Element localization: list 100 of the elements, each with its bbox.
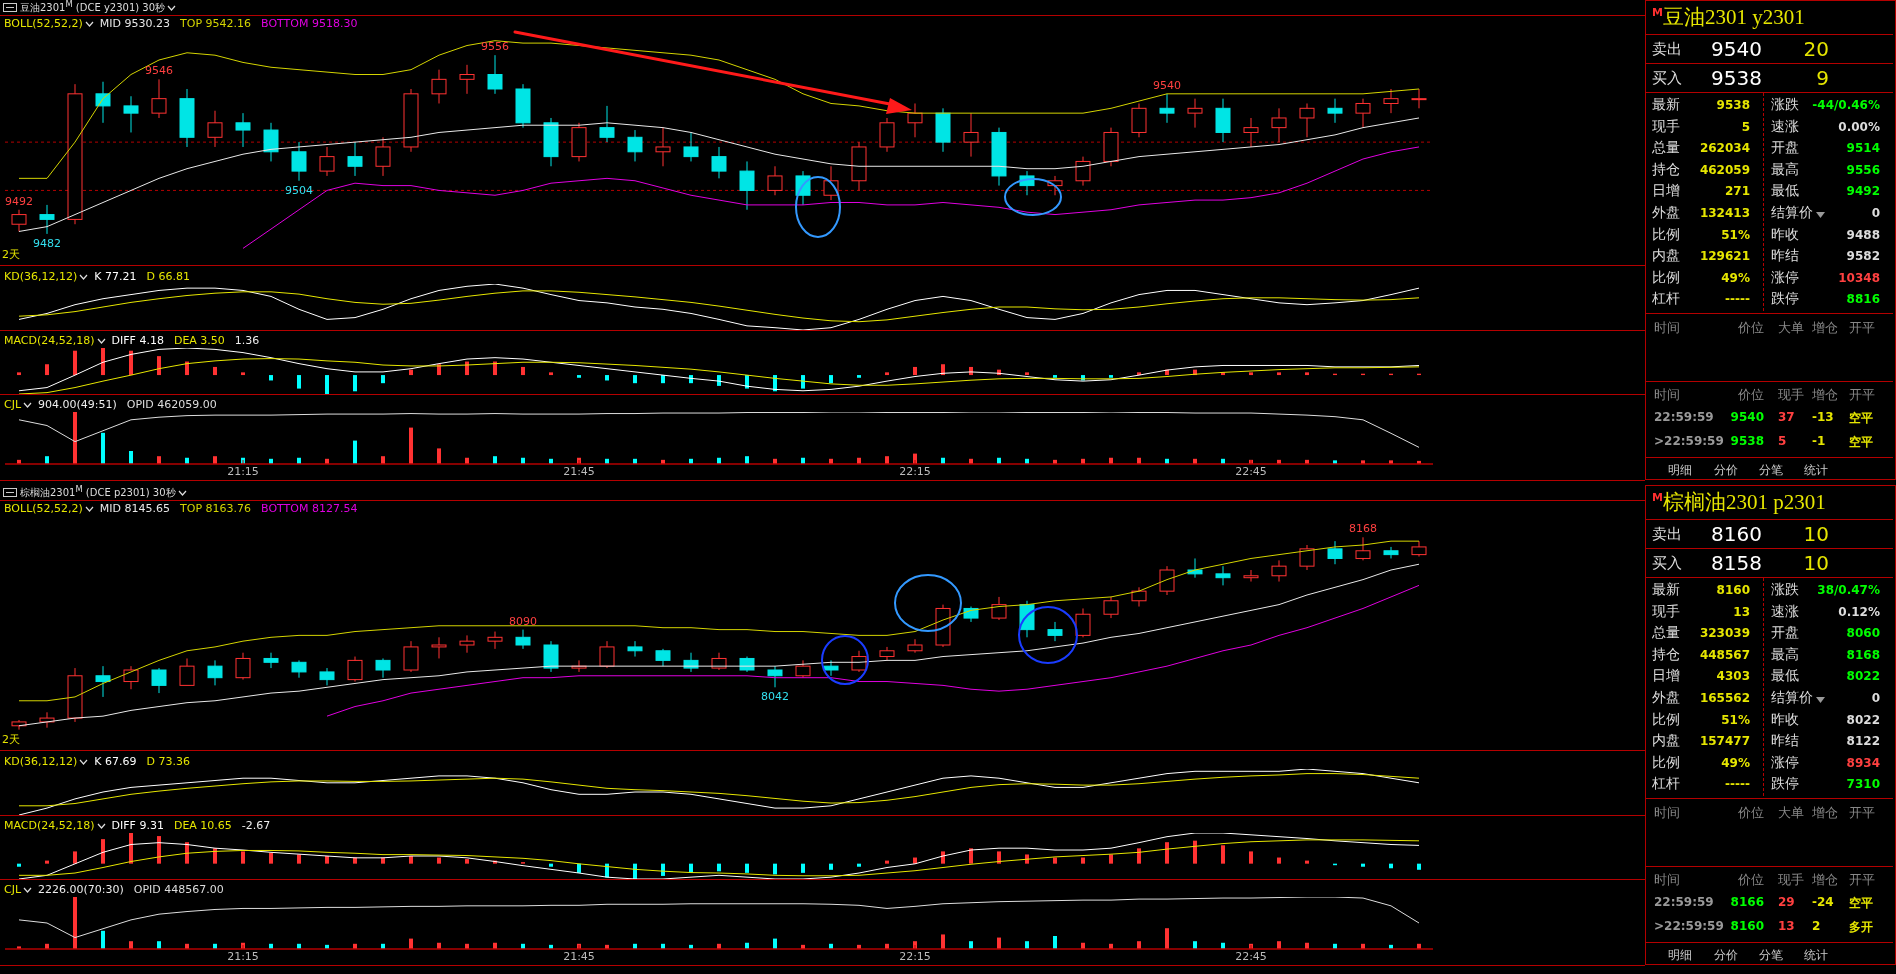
text: 10 xyxy=(1803,551,1829,575)
bar xyxy=(885,372,889,376)
text: 价位 xyxy=(1738,804,1764,822)
candlestick xyxy=(487,631,503,650)
text: 462059 xyxy=(1699,162,1750,177)
text: 8934 xyxy=(1846,755,1880,770)
bar xyxy=(997,851,1001,864)
bar xyxy=(493,456,497,464)
bar xyxy=(381,456,385,464)
candlestick xyxy=(263,652,279,669)
series-label: DIFF 4.18 xyxy=(111,334,164,347)
candlestick xyxy=(1159,565,1175,596)
text: 昨结 xyxy=(1771,732,1799,751)
text: 165562 xyxy=(1699,691,1750,705)
candlestick xyxy=(347,656,363,683)
text: -44/0.46% xyxy=(1812,98,1880,112)
text: 价位 xyxy=(1738,319,1764,337)
bar xyxy=(297,375,301,389)
text: 跌停 xyxy=(1771,290,1799,309)
bar xyxy=(941,851,945,864)
text: 13 xyxy=(1733,604,1750,619)
candlestick xyxy=(319,667,335,686)
candlestick xyxy=(263,122,279,162)
candlestick xyxy=(151,78,167,119)
bar xyxy=(801,375,805,389)
bar xyxy=(409,856,413,864)
candlestick xyxy=(1131,586,1147,608)
text: 9540 xyxy=(1711,37,1762,61)
legend-title: CJL xyxy=(4,883,22,896)
bar xyxy=(1277,941,1281,949)
bar xyxy=(829,863,833,870)
candlestick xyxy=(1383,88,1399,114)
candlestick xyxy=(1243,569,1259,583)
series-label: K 67.69 xyxy=(94,755,137,768)
candlestick xyxy=(823,659,839,677)
bar xyxy=(1277,857,1281,864)
bar xyxy=(857,375,861,378)
bar xyxy=(101,348,105,376)
bar xyxy=(1193,840,1197,864)
text: 内盘 xyxy=(1652,247,1680,266)
x-tick-label: 22:45 xyxy=(1235,949,1267,963)
text: 时间 xyxy=(1654,386,1680,404)
text: $^{M}$棕榈油2301 p2301 xyxy=(1652,490,1826,514)
candlestick xyxy=(1243,117,1259,148)
candlestick xyxy=(767,165,783,196)
text: 速涨 xyxy=(1771,117,1799,136)
legend-title: BOLL(52,52,2) xyxy=(4,17,83,30)
text: 51% xyxy=(1721,227,1750,242)
text: 比例 xyxy=(1652,225,1680,244)
bar xyxy=(381,857,385,864)
text: 157477 xyxy=(1699,734,1750,749)
text: 杠杆 xyxy=(1652,290,1680,309)
text: 现手 xyxy=(1778,871,1804,889)
candlestick xyxy=(627,129,643,162)
text: 2226.00(70:30) xyxy=(38,883,124,896)
annotation: 9482 xyxy=(33,236,61,250)
bar xyxy=(941,364,945,376)
text: 最新 xyxy=(1652,96,1680,114)
bar xyxy=(1221,845,1225,864)
text: 9514 xyxy=(1846,141,1880,156)
text: 5 xyxy=(1741,119,1750,134)
bar xyxy=(45,364,49,376)
text: >22:59:59 xyxy=(1654,919,1724,933)
candlestick xyxy=(515,629,531,650)
bar xyxy=(353,375,357,392)
bar xyxy=(45,456,49,464)
bar xyxy=(1417,863,1421,870)
text: 29 xyxy=(1778,895,1795,909)
x-tick-label: 21:15 xyxy=(227,949,259,963)
text: 2 xyxy=(1812,919,1821,933)
bar xyxy=(101,839,105,864)
series-label: K 77.21 xyxy=(94,270,137,283)
text: 8816 xyxy=(1846,292,1880,307)
candlestick xyxy=(375,136,391,177)
bar xyxy=(101,432,105,464)
annotation: 9504 xyxy=(285,183,313,197)
candlestick xyxy=(599,640,615,669)
bar xyxy=(157,941,161,949)
candlestick xyxy=(1075,156,1091,187)
bar xyxy=(829,375,833,384)
text: 开平 xyxy=(1849,386,1875,404)
text: -1 xyxy=(1812,434,1826,448)
text: 持仓 xyxy=(1652,160,1680,179)
bar xyxy=(409,369,413,376)
text: 增仓 xyxy=(1812,871,1838,889)
bar xyxy=(1361,863,1365,867)
text: 9538 xyxy=(1730,434,1764,448)
text: 分价 xyxy=(1714,462,1738,479)
bar xyxy=(73,412,77,464)
text: 20 xyxy=(1803,37,1829,61)
bar xyxy=(353,857,357,864)
candlestick xyxy=(907,638,923,654)
text: 卖出 xyxy=(1652,525,1682,544)
candlestick xyxy=(1187,98,1203,129)
text: 9488 xyxy=(1846,227,1880,242)
text: 448567 xyxy=(1699,647,1750,662)
candlestick xyxy=(1159,93,1175,124)
bar xyxy=(885,456,889,464)
bar xyxy=(1249,851,1253,864)
text: 开平 xyxy=(1849,871,1875,889)
